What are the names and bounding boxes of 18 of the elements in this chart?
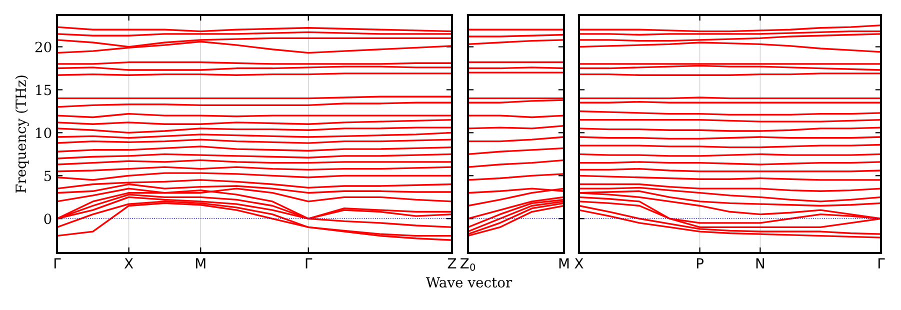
y-tick-label: 5 [44,170,52,182]
x-tick-label: Z [448,258,456,268]
x-tick-label: Γ [878,258,885,268]
y-tick-label: 10 [36,128,52,138]
x-tick-label: N [756,258,764,268]
x-tick-label: Γ [306,258,312,268]
x-axis-title: Wave vector [426,277,512,288]
y-tick-label: 0 [44,214,52,224]
y-tick-label: 15 [36,84,52,96]
x-tick-label: M [559,258,569,268]
x-tick-label: X [124,258,134,268]
x-tick-label: Γ [54,258,61,268]
x-tick-label: Z$_{0}$ [460,258,476,271]
x-tick-label: X [574,258,584,268]
y-axis-title: Frequency (THz) [15,76,29,193]
x-tick-label: M [196,258,206,268]
x-tick-label: P [696,258,704,268]
y-tick-label: 20 [35,42,52,52]
